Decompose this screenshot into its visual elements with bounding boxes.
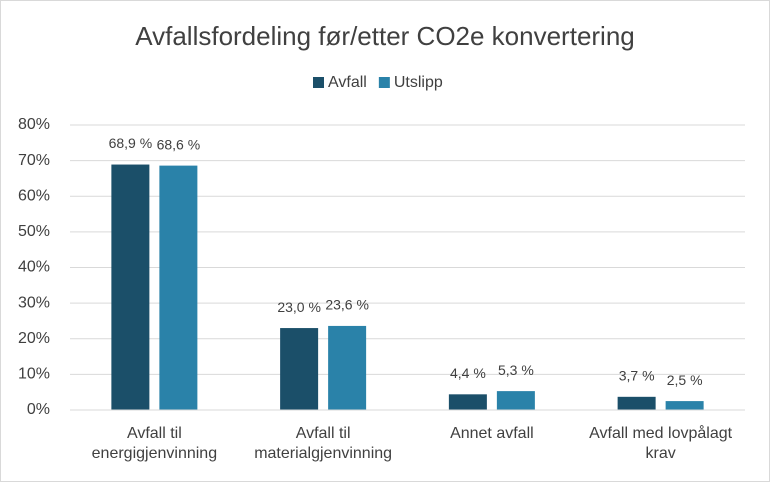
data-label: 23,0 %: [277, 299, 321, 315]
data-label: 2,5 %: [667, 372, 703, 388]
data-label: 68,9 %: [109, 135, 153, 151]
x-tick-label: Annet avfall: [450, 425, 534, 442]
legend-label: Utslipp: [394, 74, 443, 91]
x-tick-label: Avfall med lovpålagt krav: [589, 425, 733, 462]
data-label: 4,4 %: [450, 365, 486, 381]
bar: [280, 328, 319, 410]
y-tick-label: 10%: [18, 366, 50, 383]
legend-swatch: [378, 77, 390, 88]
chart-title: Avfallsfordeling før/etter CO2e konverte…: [135, 21, 635, 51]
y-tick-label: 30%: [18, 294, 50, 311]
bar: [496, 391, 535, 410]
bar: [111, 164, 150, 410]
y-tick-label: 50%: [18, 223, 50, 240]
y-tick-label: 0%: [27, 401, 50, 418]
y-tick-label: 60%: [18, 187, 50, 204]
x-tick-label: Avfall til energigjenvinning: [91, 425, 218, 462]
data-label: 3,7 %: [619, 368, 655, 384]
data-label: 68,6 %: [157, 136, 201, 152]
y-tick-label: 70%: [18, 152, 50, 169]
bar: [328, 325, 367, 410]
y-tick-label: 80%: [18, 116, 50, 133]
bar: [665, 401, 704, 410]
bar: [617, 396, 656, 410]
legend-swatch: [313, 77, 324, 88]
bar: [159, 165, 198, 410]
bar: [448, 394, 487, 410]
y-tick-label: 40%: [18, 259, 50, 276]
x-tick-label: Avfall til materialgjenvinning: [254, 425, 393, 462]
data-label: 5,3 %: [498, 362, 534, 378]
y-tick-label: 20%: [18, 330, 50, 347]
data-label: 23,6 %: [325, 297, 369, 313]
legend-label: Avfall: [328, 74, 367, 91]
